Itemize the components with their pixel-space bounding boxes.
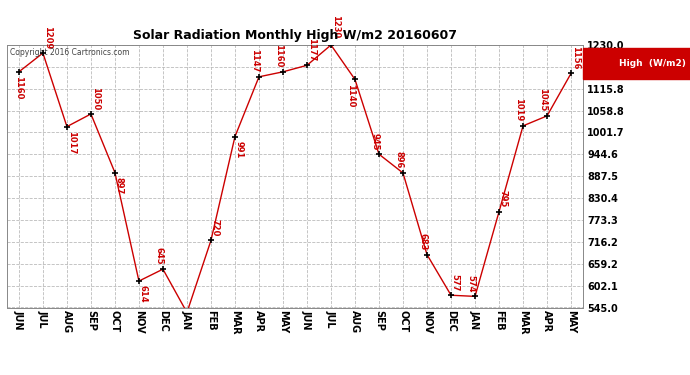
Text: 1160: 1160 [275,44,284,68]
Title: Solar Radiation Monthly High W/m2 20160607: Solar Radiation Monthly High W/m2 201606… [133,30,457,42]
FancyBboxPatch shape [583,48,690,79]
Text: 1019: 1019 [514,99,524,122]
Text: 1209: 1209 [43,26,52,49]
Text: 1156: 1156 [571,46,580,69]
Text: 577: 577 [451,274,460,291]
Text: 574: 574 [466,275,475,292]
Text: 1140: 1140 [346,84,355,107]
Text: 720: 720 [210,219,219,236]
Text: 1177: 1177 [306,38,315,61]
Text: 614: 614 [139,285,148,303]
Text: 1160: 1160 [14,76,23,99]
Text: 1230: 1230 [331,15,339,38]
Text: 1050: 1050 [90,87,99,110]
Text: 991: 991 [235,141,244,158]
Text: 532: 532 [0,374,1,375]
Text: 896: 896 [395,152,404,169]
Text: 897: 897 [115,177,124,194]
Text: 1017: 1017 [66,131,76,154]
Text: Copyright 2016 Cartronics.com: Copyright 2016 Cartronics.com [10,48,129,57]
Text: 945: 945 [371,132,380,150]
Text: 645: 645 [155,248,164,265]
Text: 1147: 1147 [250,49,259,73]
Text: High  (W/m2): High (W/m2) [619,59,686,68]
Text: 1045: 1045 [538,88,547,112]
Text: 795: 795 [499,190,508,207]
Text: 683: 683 [418,233,427,250]
